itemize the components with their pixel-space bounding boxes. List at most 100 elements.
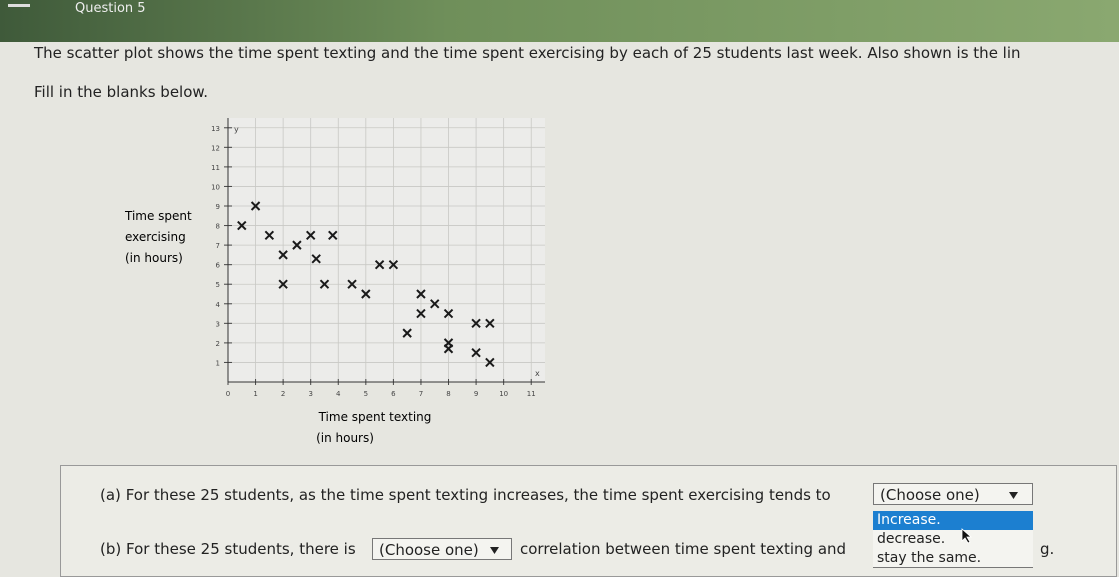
x-tick-label: 0 <box>226 390 230 398</box>
point-stroke <box>305 230 316 241</box>
part-label: (b) <box>100 540 122 558</box>
option[interactable]: decrease. <box>873 530 1033 549</box>
point-stroke <box>402 328 412 338</box>
dropdown[interactable]: (Choose one) <box>372 538 512 560</box>
point-stroke <box>416 308 426 319</box>
point-stroke <box>416 289 426 299</box>
point <box>264 230 275 241</box>
y-tick-label: 10 <box>211 183 220 191</box>
point <box>416 289 426 299</box>
point <box>311 254 321 264</box>
point <box>237 220 247 231</box>
point <box>278 279 288 289</box>
point-stroke <box>430 299 440 309</box>
point <box>292 240 302 250</box>
menu-icon[interactable] <box>8 4 32 18</box>
x-tick-label: 2 <box>281 390 285 398</box>
instruction: Fill in the blanks below. <box>34 83 209 101</box>
point <box>388 259 399 270</box>
point <box>374 259 385 270</box>
point <box>471 347 481 358</box>
dropdown-arrow <box>490 547 499 554</box>
point-stroke <box>311 254 321 264</box>
point <box>471 318 481 329</box>
point-stroke <box>347 279 357 289</box>
point <box>361 289 371 299</box>
y-tick-label: 5 <box>216 281 220 289</box>
point <box>250 201 261 211</box>
y-tick-label: 12 <box>211 144 220 152</box>
y-tick-label: 3 <box>216 320 220 328</box>
point <box>305 230 316 241</box>
x-tick-label: 8 <box>446 390 450 398</box>
dropdown-text: (Choose one) <box>880 486 980 504</box>
point-stroke <box>471 318 481 329</box>
part-text: correlation between time spent texting a… <box>520 540 847 558</box>
y-tick-label: 6 <box>216 262 221 270</box>
x-tick-label: 10 <box>499 390 508 398</box>
point-stroke <box>328 230 338 241</box>
point <box>443 344 454 354</box>
axis-symbol: x <box>535 369 540 378</box>
dropdown-arrow <box>1009 492 1018 499</box>
question-title: Question 5 <box>75 1 146 16</box>
x-tick-label: 1 <box>253 390 257 398</box>
point <box>278 250 288 260</box>
plot-area <box>228 118 545 382</box>
point-stroke <box>443 344 454 354</box>
x-axis-label: Time spent texting <box>318 410 432 424</box>
x-tick-label: 7 <box>419 390 423 398</box>
point <box>402 328 412 338</box>
point-stroke <box>319 279 330 289</box>
y-tick-label: 7 <box>216 242 220 250</box>
part-label: (a) <box>100 486 121 504</box>
y-axis-label: Time spent <box>124 209 192 223</box>
point <box>328 230 338 241</box>
part-b: (b) For these 25 students, there is <box>100 540 356 558</box>
point <box>319 279 330 289</box>
point-stroke <box>471 347 481 358</box>
cursor <box>961 528 973 544</box>
point-stroke <box>292 240 302 250</box>
x-tick-label: 11 <box>527 390 536 398</box>
point <box>443 308 454 319</box>
x-tick-label: 4 <box>336 390 341 398</box>
point-stroke <box>237 220 247 231</box>
y-tick-label: 1 <box>216 359 220 367</box>
dropdown[interactable]: (Choose one) <box>873 483 1033 505</box>
point-stroke <box>278 250 288 260</box>
x-tick-label: 6 <box>391 390 396 398</box>
y-tick-label: 11 <box>211 164 220 172</box>
y-axis-label: (in hours) <box>125 251 183 265</box>
x-tick-label: 9 <box>474 390 478 398</box>
point <box>485 318 495 329</box>
point-stroke <box>485 318 495 329</box>
point-stroke <box>443 308 454 319</box>
point <box>430 299 440 309</box>
part-text: For these 25 students, there is <box>126 540 356 558</box>
point-stroke <box>264 230 275 241</box>
y-tick-label: 9 <box>216 203 220 211</box>
point-stroke <box>388 259 399 270</box>
point-stroke <box>361 289 371 299</box>
axis-symbol: y <box>234 125 239 134</box>
x-tick-label: 3 <box>308 390 312 398</box>
point-stroke <box>374 259 385 270</box>
point-stroke <box>278 279 288 289</box>
y-tick-label: 4 <box>216 301 221 309</box>
x-axis-label: (in hours) <box>316 431 374 445</box>
point <box>347 279 357 289</box>
prompt: The scatter plot shows the time spent te… <box>34 44 1021 62</box>
x-tick-label: 5 <box>364 390 368 398</box>
y-tick-label: 13 <box>211 125 220 133</box>
y-tick-label: 8 <box>216 223 220 231</box>
y-axis-label: exercising <box>125 230 186 244</box>
option[interactable]: Increase. <box>873 511 1033 530</box>
part-text: g. <box>1040 540 1055 558</box>
point-stroke <box>250 201 261 211</box>
option[interactable]: stay the same. <box>873 549 1033 568</box>
dropdown-text: (Choose one) <box>379 541 479 559</box>
point <box>485 357 495 368</box>
